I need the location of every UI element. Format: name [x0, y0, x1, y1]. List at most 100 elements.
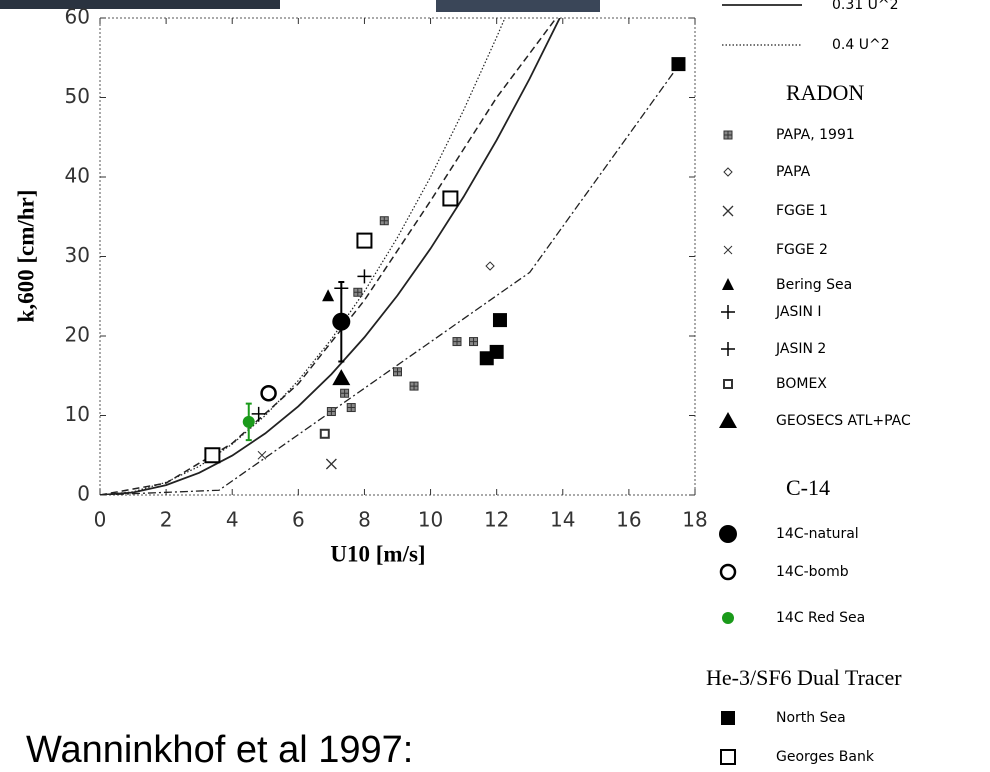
marker-shape: [347, 403, 356, 412]
y-tick-label: 20: [65, 323, 90, 347]
data-point: [346, 403, 356, 413]
marker-shape: [322, 289, 335, 302]
legend-label: 14C-bomb: [776, 564, 849, 580]
marker-shape: [724, 131, 732, 139]
legend-label: 14C Red Sea: [776, 610, 865, 626]
data-point: [319, 428, 330, 439]
caption: Wanninkhof et al 1997:: [26, 729, 413, 771]
legend-label: FGGE 1: [776, 203, 828, 219]
data-point: [332, 369, 351, 386]
legend-title: C-14: [786, 475, 830, 500]
x-tick-label: 16: [616, 508, 641, 532]
marker-shape: [340, 389, 349, 398]
legend-marker: [722, 278, 734, 290]
marker-shape: [721, 342, 735, 356]
legend-label: FGGE 2: [776, 242, 828, 258]
data-point: [242, 402, 255, 442]
data-point: [357, 269, 372, 284]
legend-marker: [719, 525, 737, 543]
marker-shape: [260, 384, 277, 402]
legend-marker: [722, 205, 734, 217]
data-point: [204, 447, 221, 464]
data-point: [260, 384, 277, 402]
marker-shape: [332, 312, 351, 331]
data-point: [479, 351, 494, 366]
legend-label: 14C-natural: [776, 526, 859, 542]
marker-shape: [327, 407, 336, 416]
legend-marker: [723, 130, 733, 140]
data-point: [409, 381, 419, 391]
legend-marker: [719, 412, 737, 428]
data-point: [353, 287, 363, 297]
legend-title: RADON: [786, 80, 864, 105]
legend-marker: [723, 245, 733, 255]
marker-shape: [356, 232, 373, 249]
y-tick-label: 30: [65, 243, 90, 267]
legend-label: 0.4 U^2: [832, 37, 890, 53]
legend-label: JASIN I: [775, 304, 822, 320]
legend-label: Georges Bank: [776, 749, 875, 765]
marker-shape: [723, 379, 733, 389]
legend-marker: [720, 749, 736, 765]
marker-shape: [719, 412, 737, 428]
y-tick-label: 0: [77, 482, 90, 506]
legend-marker: [722, 612, 734, 624]
legend-label: Bering Sea: [776, 277, 852, 293]
legend-label: 0.31 U^2: [832, 0, 899, 13]
marker-shape: [721, 305, 735, 319]
marker-shape: [242, 415, 255, 428]
marker-shape: [722, 278, 734, 290]
y-tick-label: 40: [65, 164, 90, 188]
legend-marker: [721, 305, 735, 319]
curve: [100, 18, 506, 495]
data-point: [379, 216, 389, 226]
data-point: [492, 313, 507, 328]
x-tick-label: 10: [418, 508, 443, 532]
data-point: [340, 388, 350, 398]
data-point: [332, 280, 351, 363]
marker-shape: [485, 261, 495, 271]
data-point: [356, 232, 373, 249]
legend-label: JASIN 2: [775, 341, 826, 357]
marker-shape: [353, 288, 362, 297]
curve: [100, 65, 679, 495]
legend-title: He-3/SF6 Dual Tracer: [706, 665, 902, 690]
data-point: [452, 337, 462, 347]
data-point: [671, 57, 686, 72]
marker-shape: [719, 525, 737, 543]
y-tick-label: 10: [65, 402, 90, 426]
marker-shape: [251, 406, 266, 421]
marker-shape: [380, 216, 389, 225]
marker-shape: [319, 428, 330, 439]
marker-shape: [204, 447, 221, 464]
marker-shape: [453, 337, 461, 346]
marker-shape: [325, 458, 337, 470]
legend-marker: [719, 563, 737, 581]
data-point: [442, 190, 459, 207]
data-point: [485, 261, 495, 271]
marker-shape: [722, 205, 734, 217]
x-axis-label: U10 [m/s]: [330, 541, 425, 566]
marker-shape: [357, 269, 372, 284]
y-tick-label: 60: [65, 5, 90, 29]
data-point: [393, 367, 402, 377]
x-tick-label: 0: [94, 508, 107, 532]
marker-shape: [469, 337, 478, 346]
marker-shape: [492, 313, 507, 328]
marker-shape: [479, 351, 494, 366]
legend-label: BOMEX: [776, 376, 827, 392]
curve: [100, 18, 561, 495]
marker-shape: [719, 563, 737, 581]
x-tick-label: 4: [226, 508, 239, 532]
marker-shape: [332, 369, 351, 386]
legend-marker: [721, 711, 735, 725]
data-point: [326, 407, 336, 417]
marker-shape: [257, 450, 267, 460]
y-tick-label: 50: [65, 84, 90, 108]
legend-label: GEOSECS ATL+PAC: [776, 413, 911, 429]
marker-shape: [442, 190, 459, 207]
legend-marker: [723, 379, 733, 389]
data-point: [322, 289, 335, 302]
marker-shape: [393, 367, 402, 376]
